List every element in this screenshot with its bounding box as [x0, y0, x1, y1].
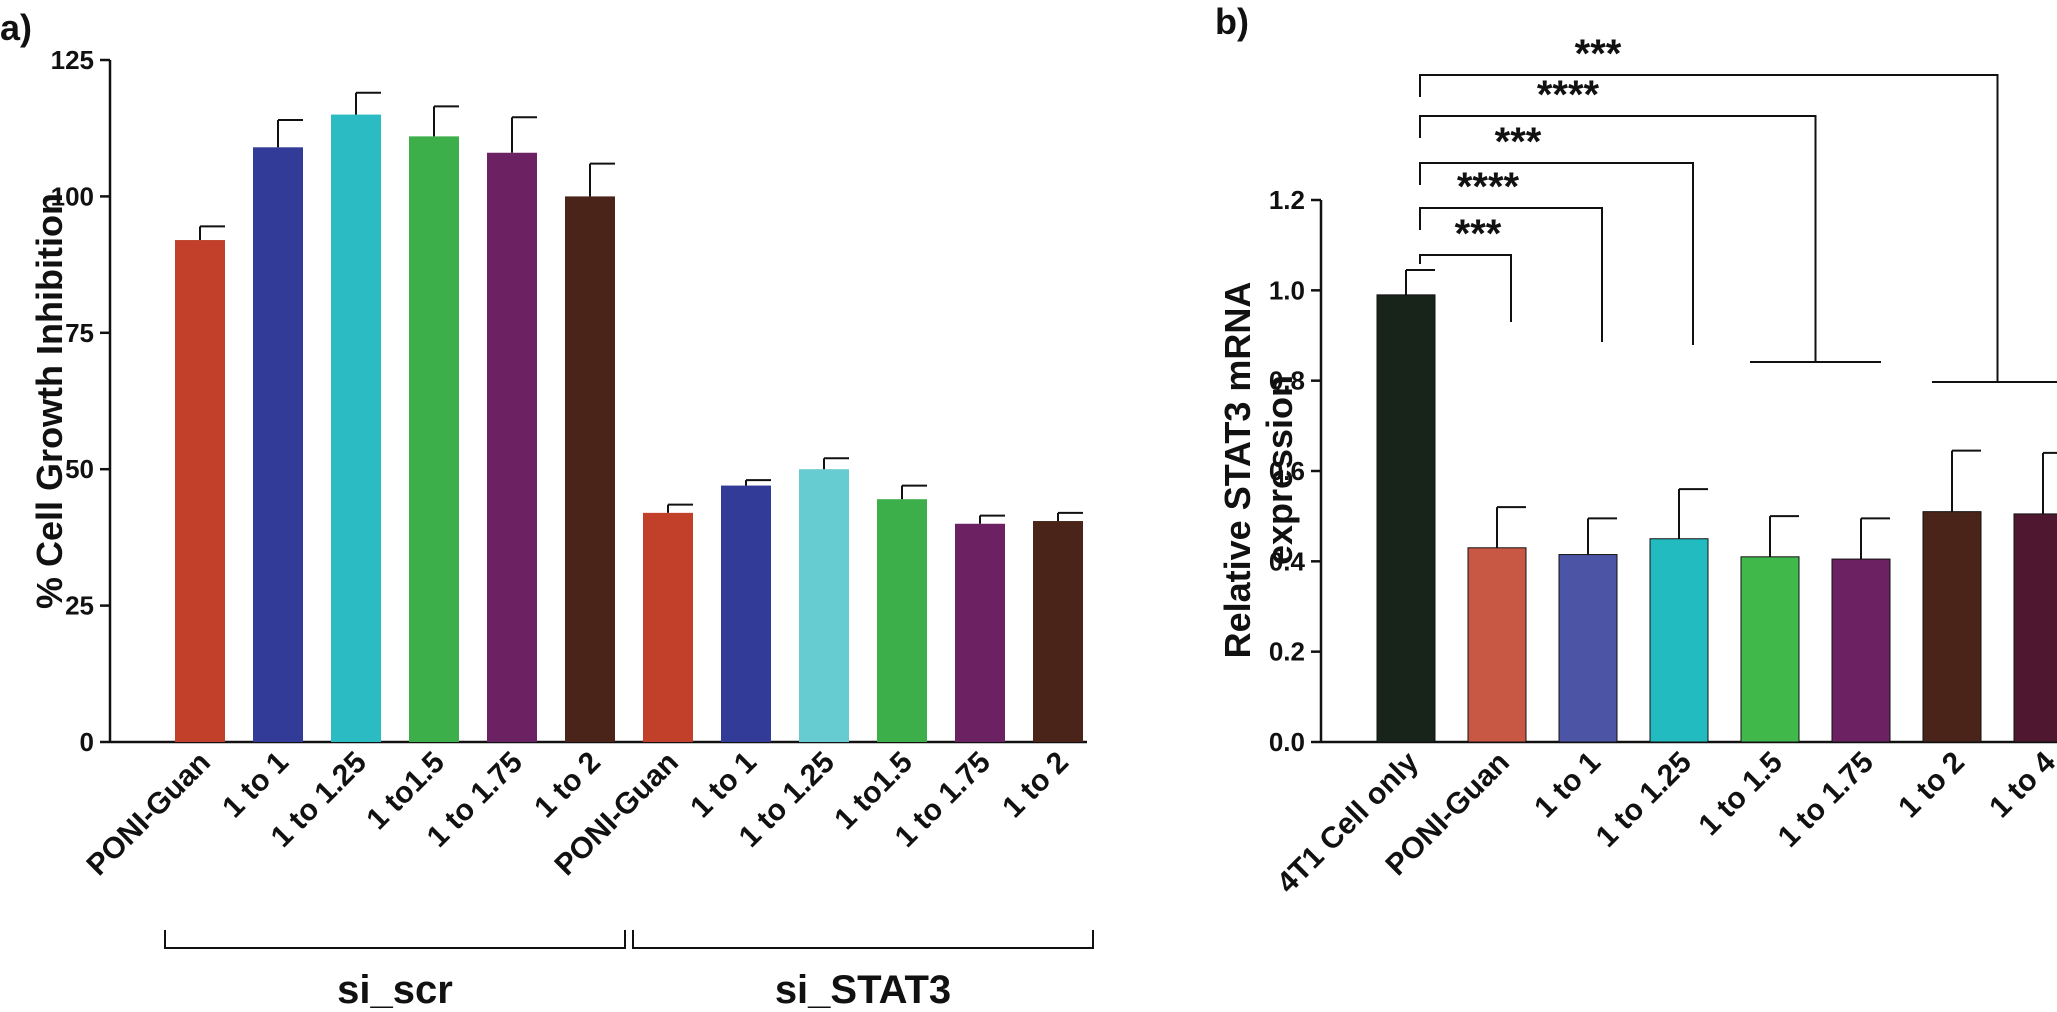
y-tick-label-b: 0.4: [1269, 546, 1306, 576]
significance-label: ****: [1537, 73, 1600, 117]
y-axis-label-line-b: expression: [1259, 375, 1300, 565]
bar-b: [1649, 538, 1709, 743]
y-tick-label-b: 0.6: [1269, 456, 1305, 486]
significance-label: ***: [1495, 120, 1542, 164]
group-bracket-a: [632, 930, 1094, 949]
bar-a: [253, 147, 303, 742]
bar-a: [175, 240, 225, 742]
x-tick-label-b: 1 to 4: [1983, 745, 2057, 824]
x-tick-label-b: 1 to 2: [1892, 746, 1971, 825]
y-axis-label-b: Relative STAT3 mRNAexpression: [1217, 282, 1300, 659]
y-axis-label-a: % Cell Growth Inhibition: [29, 193, 70, 609]
bar-a: [643, 512, 693, 742]
panel-label-a: a): [0, 7, 32, 48]
y-tick-label-b: 1.0: [1269, 275, 1305, 305]
x-tick-label-b: 1 to 1.75: [1772, 746, 1880, 854]
significance-label: ***: [1455, 212, 1502, 256]
y-axis-label-line-b: Relative STAT3 mRNA: [1217, 282, 1258, 659]
y-tick-label-a: 75: [65, 318, 94, 348]
significance-bracket: [1419, 207, 1603, 342]
significance-bracket: [1419, 74, 1999, 382]
x-tick-label-a: 1 to 2: [996, 746, 1075, 825]
bar-b: [1467, 547, 1527, 743]
y-tick-label-b: 0.0: [1269, 727, 1305, 757]
bar-a: [565, 196, 615, 742]
x-tick-label-a: PONI-Guan: [80, 746, 216, 882]
y-tick-label-b: 0.8: [1269, 366, 1305, 396]
bar-b: [2013, 513, 2057, 743]
significance-bracket: [1419, 254, 1512, 322]
bar-b: [1376, 294, 1436, 743]
group-label-a: si_STAT3: [775, 968, 951, 1012]
significance-bracket: [1419, 162, 1694, 345]
bar-a: [955, 523, 1005, 742]
x-tick-label-b: 1 to 1.25: [1590, 746, 1698, 854]
bar-a: [799, 469, 849, 742]
significance-label: ***: [1575, 32, 1622, 76]
bar-a: [877, 499, 927, 742]
bar-b: [1922, 511, 1982, 743]
y-tick-label-b: 1.2: [1269, 185, 1305, 215]
group-bracket-a: [164, 930, 626, 949]
x-tick-label-b: 1 to 1: [1528, 746, 1607, 825]
y-tick-label-b: 0.2: [1269, 637, 1305, 667]
bar-a: [487, 152, 537, 742]
y-tick-label-a: 50: [65, 454, 94, 484]
y-tick-label-a: 25: [65, 591, 94, 621]
bar-b: [1740, 556, 1800, 743]
bar-a: [721, 485, 771, 742]
significance-label: ****: [1457, 165, 1520, 209]
y-tick-label-a: 0: [80, 727, 94, 757]
bar-a: [331, 114, 381, 742]
bar-b: [1831, 558, 1891, 743]
bar-b: [1558, 554, 1618, 743]
panel-b: b) 0.0 0.2 0.4 0.6 0.8 1.0 1.2 Relative STAT3 mR…: [1215, 1, 2057, 900]
bar-a: [1033, 521, 1083, 742]
y-tick-label-a: 100: [51, 181, 94, 211]
panel-a: a) 0 25 50 75 100 125 % Cell Growth Inhibition P…: [0, 7, 1094, 1012]
bar-a: [409, 136, 459, 742]
panel-label-b: b): [1215, 1, 1249, 42]
group-label-a: si_scr: [337, 968, 453, 1012]
y-tick-label-a: 125: [51, 45, 94, 75]
significance-bracket: [1419, 115, 1817, 362]
